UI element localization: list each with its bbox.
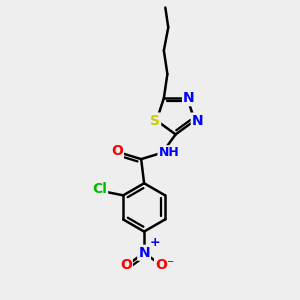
Text: O: O [111, 144, 123, 158]
Text: NH: NH [158, 146, 179, 159]
Text: N: N [138, 246, 150, 260]
Text: N: N [183, 91, 195, 105]
Text: N: N [192, 114, 203, 128]
Text: O⁻: O⁻ [155, 258, 174, 272]
Text: S: S [150, 114, 160, 128]
Text: +: + [150, 236, 160, 249]
Text: Cl: Cl [92, 182, 107, 197]
Text: O: O [120, 258, 132, 272]
